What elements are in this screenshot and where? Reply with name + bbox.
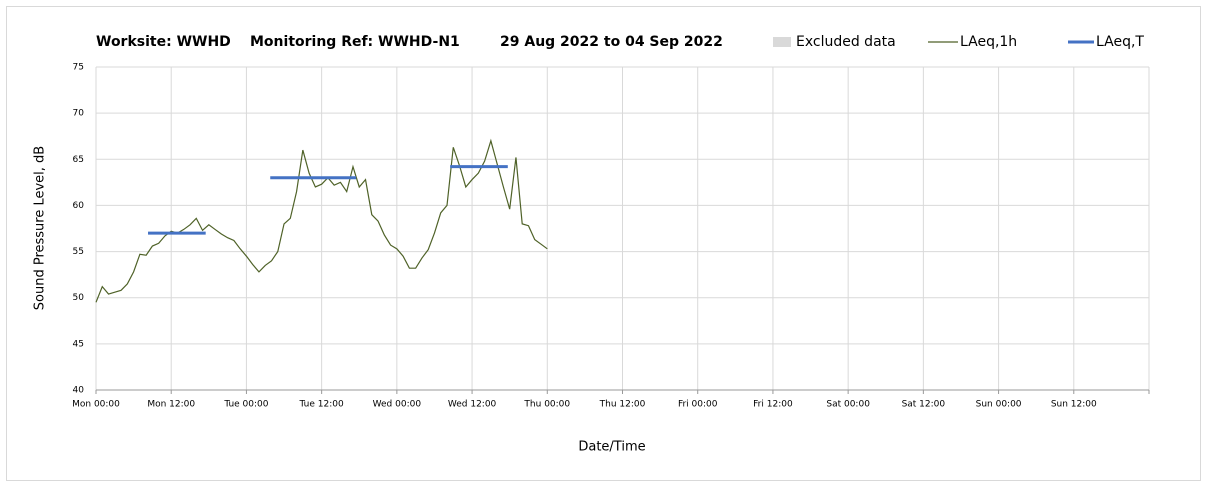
chart-border: [6, 6, 1201, 481]
x-tick-label: Sat 12:00: [902, 400, 946, 410]
x-tick-label: Wed 12:00: [448, 400, 497, 410]
y-tick-label: 65: [73, 155, 84, 165]
x-tick-label: Sun 00:00: [976, 400, 1022, 410]
x-tick-label: Fri 00:00: [678, 400, 718, 410]
x-tick-label: Thu 12:00: [599, 400, 646, 410]
x-axis-label: Date/Time: [578, 440, 645, 455]
x-tick-label: Tue 00:00: [223, 400, 268, 410]
y-tick-label: 75: [73, 63, 84, 73]
data-line: [95, 138, 548, 303]
legend-label: LAeq,1h: [960, 34, 1017, 50]
x-tick-label: Mon 00:00: [72, 400, 120, 410]
x-tick-label: Mon 12:00: [147, 400, 195, 410]
x-tick-label: Thu 00:00: [523, 400, 570, 410]
x-tick-label: Wed 00:00: [373, 400, 422, 410]
x-tick-label: Sun 12:00: [1051, 400, 1097, 410]
title-part: 29 Aug 2022 to 04 Sep 2022: [500, 34, 723, 50]
title-part: Worksite: WWHD: [96, 34, 231, 50]
x-tick-label: Fri 12:00: [753, 400, 793, 410]
y-tick-label: 70: [73, 109, 85, 119]
y-axis-label: Sound Pressure Level, dB: [33, 146, 48, 310]
y-tick-label: 40: [73, 386, 85, 396]
y-tick-label: 50: [73, 293, 85, 303]
x-tick-label: Tue 12:00: [299, 400, 344, 410]
legend-label: LAeq,T: [1096, 34, 1144, 50]
x-tick-label: Sat 00:00: [826, 400, 870, 410]
y-tick-label: 45: [73, 339, 84, 349]
legend-label: Excluded data: [796, 34, 896, 50]
legend-swatch: [773, 37, 791, 47]
y-tick-label: 60: [73, 201, 85, 211]
y-tick-label: 55: [73, 247, 84, 257]
title-part: Monitoring Ref: WWHD-N1: [250, 34, 460, 50]
